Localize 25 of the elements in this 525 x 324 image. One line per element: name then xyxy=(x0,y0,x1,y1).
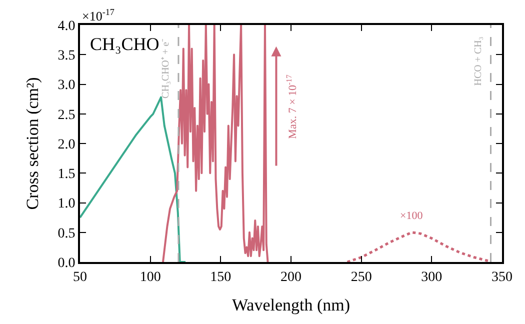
x-tick-label: 250 xyxy=(350,270,372,285)
y-tick-label: 0.5 xyxy=(58,226,76,242)
y-tick-label: 2.0 xyxy=(58,137,76,152)
line-series xyxy=(162,25,269,262)
text: CH₃CHO xyxy=(90,34,160,54)
y-axis-title: Cross section (cm²) xyxy=(22,77,42,210)
y-tick-label: 1.0 xyxy=(58,196,76,212)
y-tick-label: 4.0 xyxy=(58,18,76,34)
x-tick-label: 50 xyxy=(73,270,87,285)
y-tick-label: 1.5 xyxy=(58,167,76,182)
y-tick-label: 3.5 xyxy=(58,48,76,64)
ref-line-label: CH₃CHO⁺ + e⁻ xyxy=(160,38,172,98)
x-tick-label: 350 xyxy=(492,270,512,285)
ref-line-label: HCO + CH₃ xyxy=(472,36,484,86)
x-tick-label: 200 xyxy=(280,270,302,285)
x-axis-title: Wavelength (nm) xyxy=(232,296,350,315)
y-tick-label: 2.5 xyxy=(58,108,76,123)
x-tick-label: 100 xyxy=(140,270,161,285)
line-series xyxy=(346,231,490,262)
y-tick-label: 0.0 xyxy=(58,256,76,271)
text: ×10$^{-17}$ xyxy=(82,7,115,24)
x-tick-label: 150 xyxy=(210,270,232,285)
annotation: ×100 xyxy=(400,210,424,222)
y-tick-label: 3.0 xyxy=(58,78,76,94)
x-tick-label: 300 xyxy=(421,270,442,285)
